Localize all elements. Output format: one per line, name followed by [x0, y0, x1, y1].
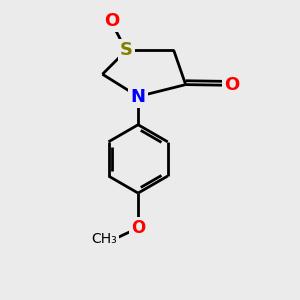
Text: O: O: [131, 219, 145, 237]
Text: N: N: [130, 88, 146, 106]
Text: CH₃: CH₃: [91, 232, 117, 246]
Text: O: O: [104, 12, 119, 30]
Text: O: O: [224, 76, 239, 94]
Text: S: S: [120, 41, 133, 59]
